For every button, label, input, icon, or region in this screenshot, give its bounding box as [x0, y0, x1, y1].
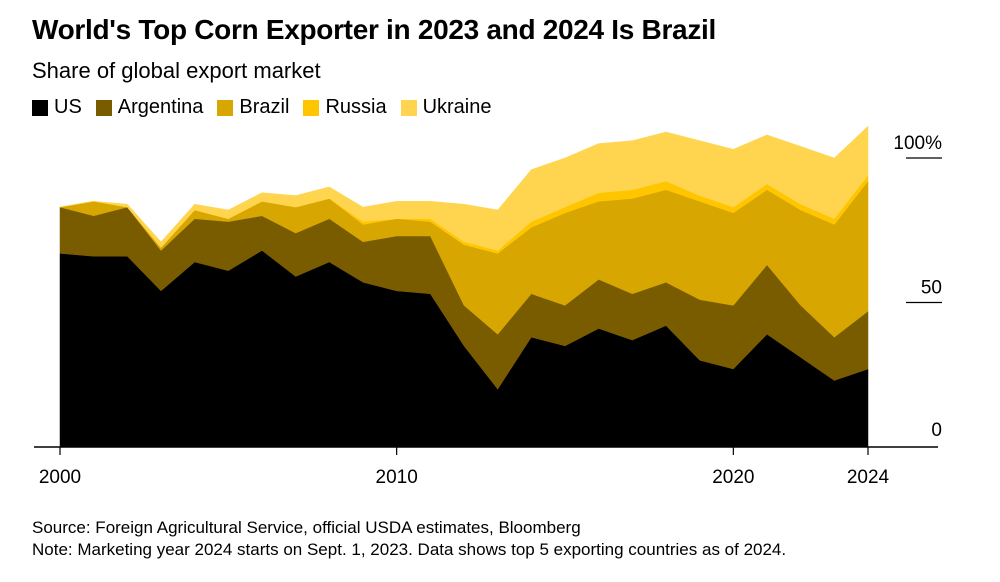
legend-item-ukraine: Ukraine: [400, 96, 492, 119]
legend-swatch: [32, 99, 48, 116]
legend-item-brazil: Brazil: [217, 96, 289, 119]
legend-label: Russia: [325, 96, 387, 118]
legend-swatch: [303, 99, 320, 116]
y-tick-label: 50: [921, 278, 942, 299]
legend-label: Argentina: [117, 96, 204, 118]
chart-title: World's Top Corn Exporter in 2023 and 20…: [32, 14, 716, 45]
chart-subtitle: Share of global export market: [32, 58, 321, 83]
legend-label: Ukraine: [422, 96, 492, 118]
legend-item-argentina: Argentina: [95, 96, 204, 119]
x-tick-label: 2020: [712, 467, 754, 488]
y-tick-label: 0: [931, 420, 942, 441]
area-series-ukraine: [59, 125, 869, 251]
x-tick-label: 2000: [39, 467, 81, 488]
legend-item-russia: Russia: [303, 96, 387, 119]
x-tick-label: 2024: [847, 467, 890, 488]
source-note: Source: Foreign Agricultural Service, of…: [32, 518, 581, 537]
y-tick-label: 100%: [893, 133, 942, 154]
legend-swatch: [400, 99, 417, 116]
legend-label: Brazil: [239, 96, 290, 118]
footnote: Note: Marketing year 2024 starts on Sept…: [32, 540, 787, 559]
legend: US Argentina Brazil Russia Ukraine: [32, 96, 506, 119]
legend-label: US: [54, 96, 82, 118]
legend-item-us: US: [32, 96, 82, 119]
x-tick-label: 2010: [376, 467, 418, 488]
legend-swatch: [217, 99, 234, 116]
legend-swatch: [95, 99, 112, 116]
